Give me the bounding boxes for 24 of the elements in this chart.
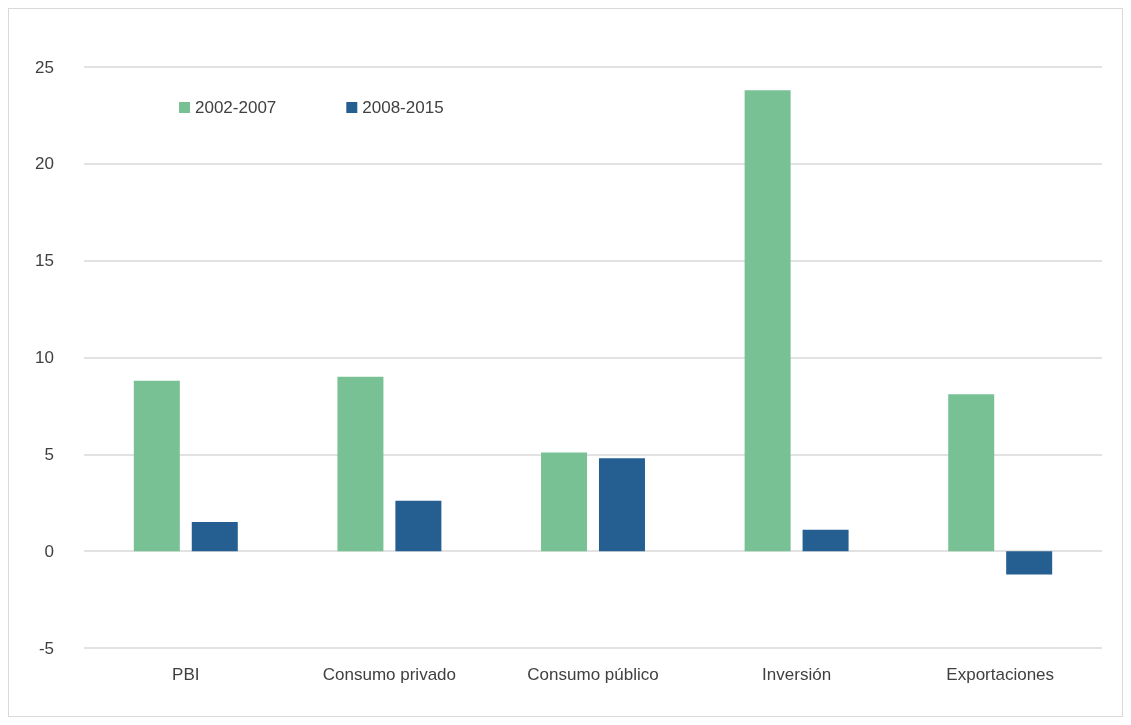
x-tick-label: PBI [172, 665, 200, 684]
bar [1006, 551, 1053, 575]
legend-label: 2002-2007 [195, 98, 277, 117]
x-tick-label: Exportaciones [946, 665, 1055, 684]
y-tick-label: 10 [35, 348, 54, 367]
bar [744, 90, 791, 552]
bar [948, 394, 995, 552]
bar [541, 452, 588, 552]
bar [802, 529, 849, 552]
legend-label: 2008-2015 [362, 98, 444, 117]
y-tick-label: 0 [44, 541, 54, 561]
bar [133, 380, 180, 552]
x-tick-label: Consumo privado [322, 665, 457, 684]
x-tick-label: Consumo público [527, 665, 659, 684]
bar [191, 522, 238, 552]
bar [395, 500, 442, 552]
y-tick-label: 15 [35, 251, 54, 271]
bar [598, 458, 645, 552]
y-tick-label: -5 [38, 638, 54, 658]
y-tick-label: 20 [35, 154, 54, 174]
x-tick-label: Inversión [762, 665, 832, 684]
bar [337, 376, 384, 552]
y-tick-label: 25 [35, 57, 54, 77]
y-tick-label: 5 [44, 444, 54, 464]
